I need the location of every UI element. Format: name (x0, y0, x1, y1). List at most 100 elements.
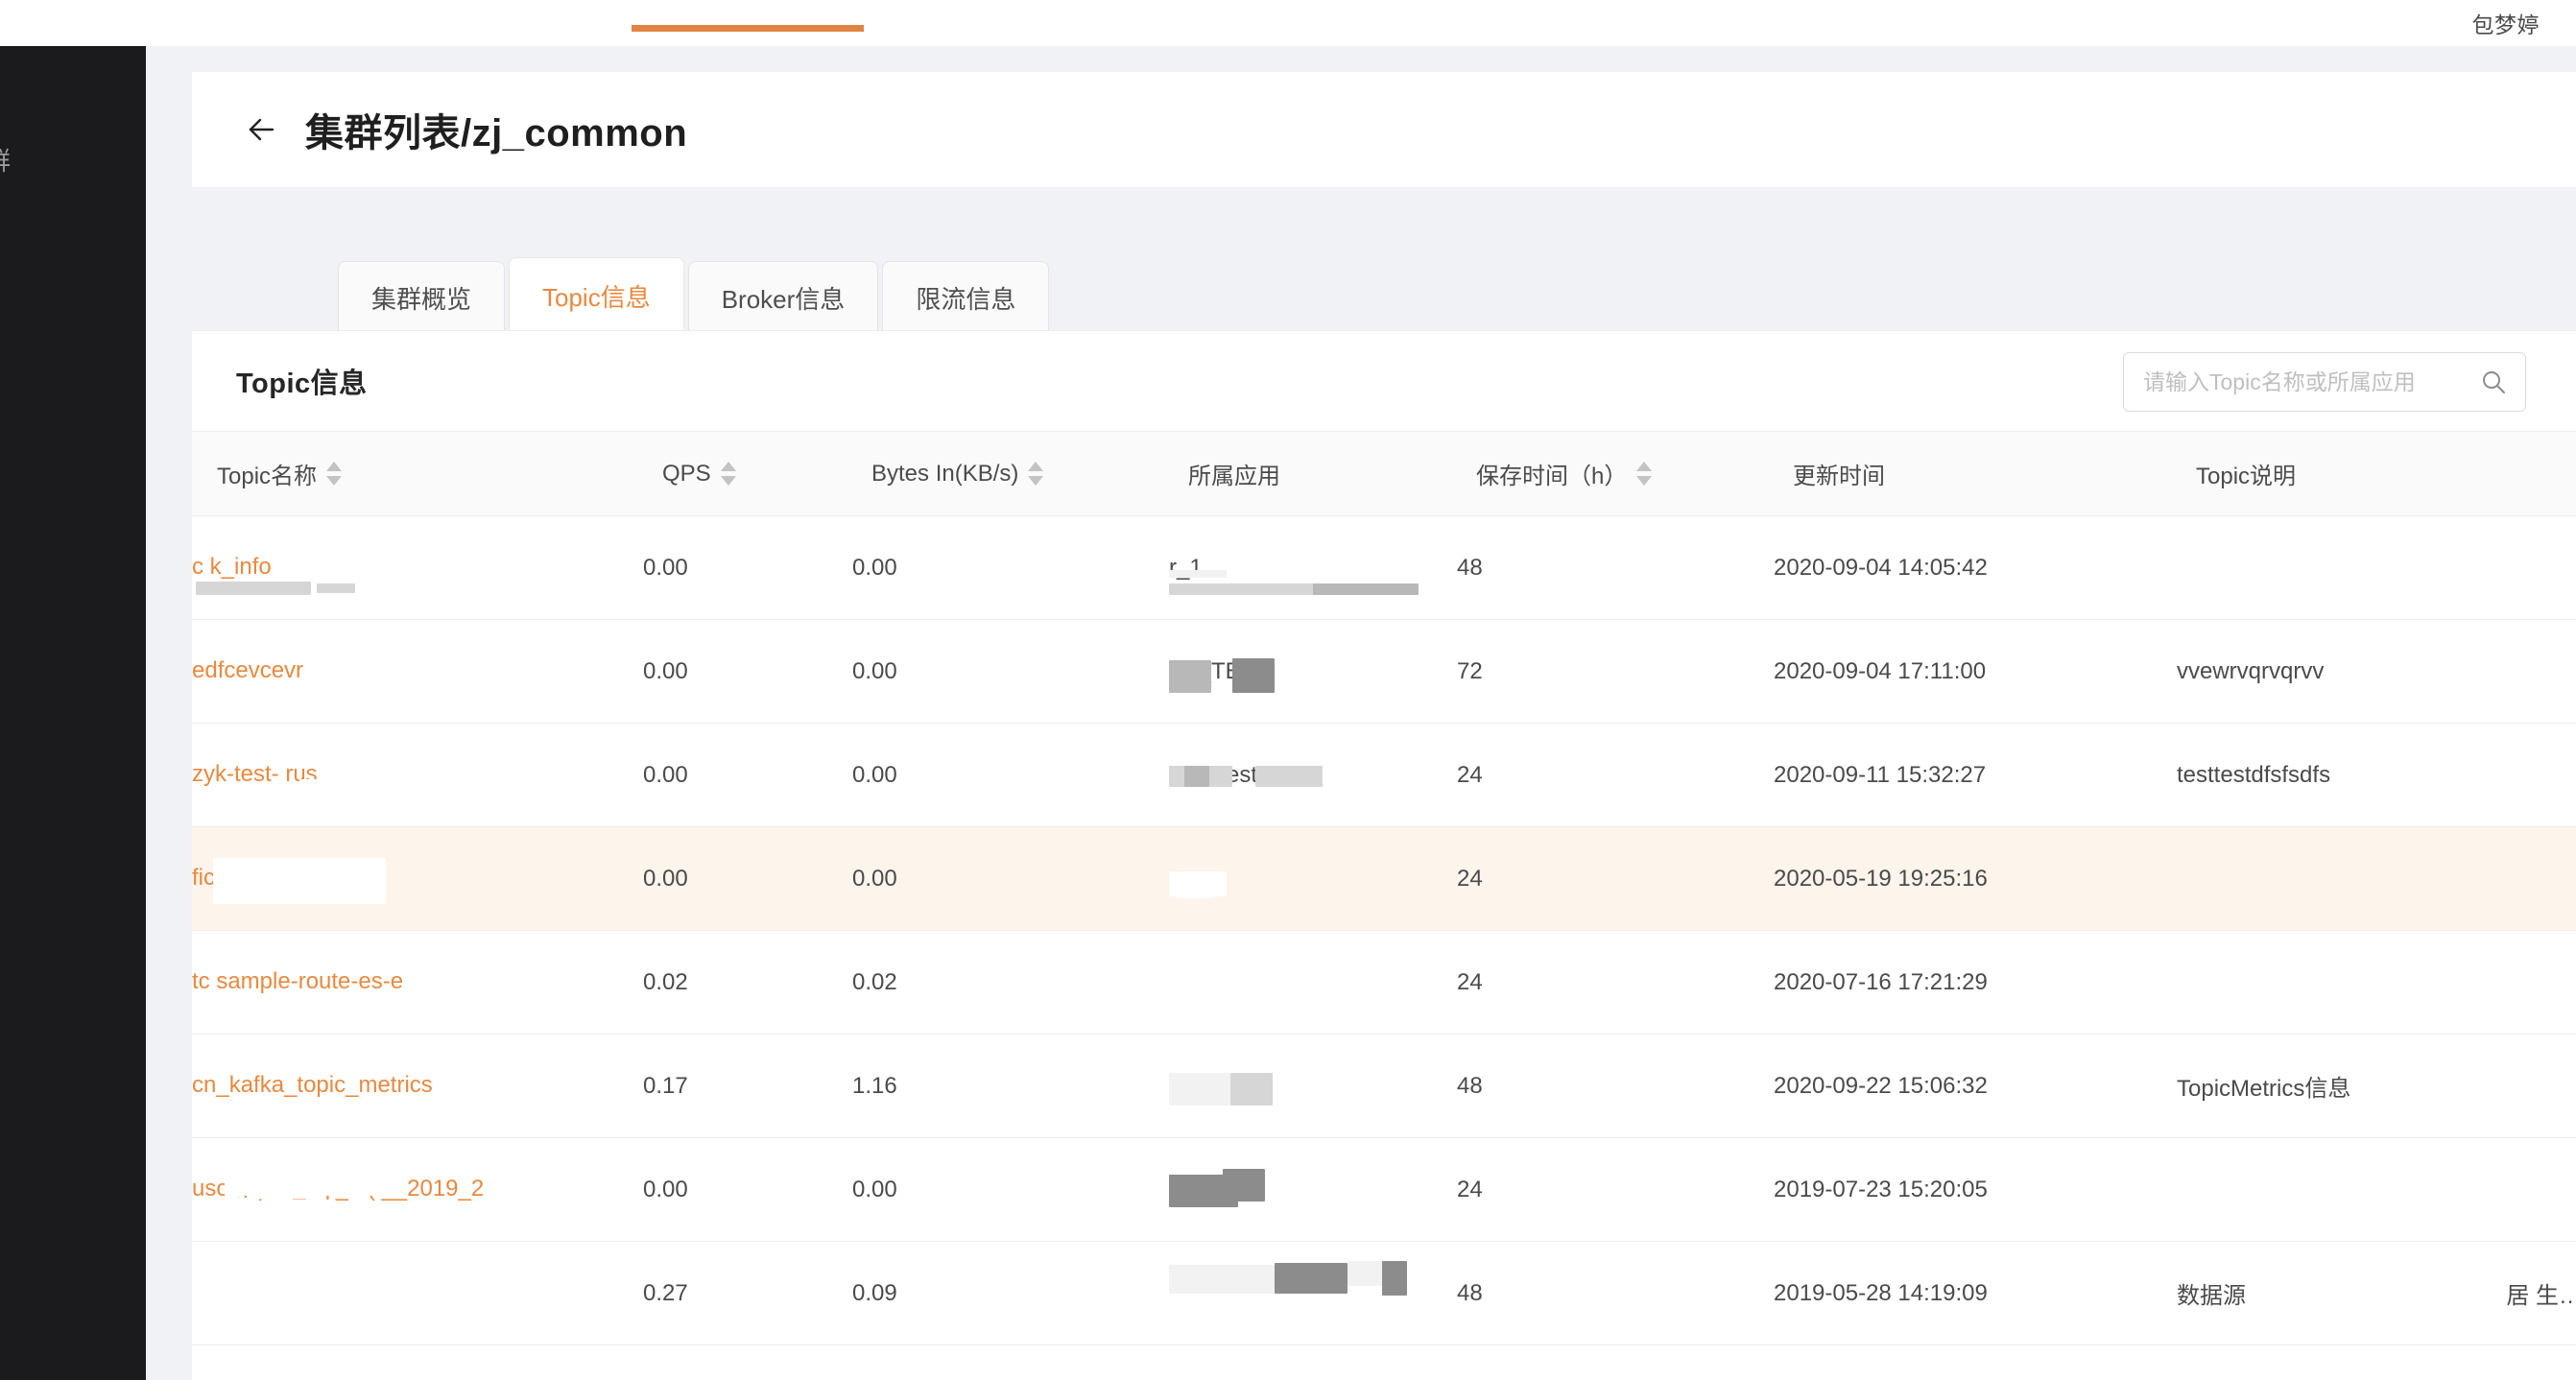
tab-label: Broker信息 (721, 285, 846, 314)
search-icon[interactable] (2479, 368, 2508, 396)
sort-toggle-retention[interactable] (1636, 462, 1653, 486)
cell-bytes-in: 1.16 (852, 1034, 1169, 1138)
cell-topic-name: test_edit_kafka_ p (192, 1344, 643, 1380)
table-row: zyk-test- rus 0.00 0.00 app_test_120 24 2020-… (192, 723, 2576, 827)
cell-retention-value: 48 (1457, 1279, 1483, 1306)
column-header-topic-name[interactable]: Topic名称 (192, 431, 643, 516)
cell-retention: 24 (1457, 1137, 1774, 1242)
table-head: Topic名称 QPS Bytes In(K (192, 431, 2576, 516)
cell-bytes-in: 0.00 (852, 723, 1169, 827)
topic-name-link[interactable]: fic eue (192, 865, 260, 892)
redaction-mask (1177, 888, 1215, 898)
app-name-label: T (1169, 1072, 1183, 1099)
topic-info-panel: Topic信息 Topic名 (192, 330, 2576, 1380)
topic-name-link[interactable]: zyk-test- rus (192, 761, 318, 788)
sort-toggle-topic-name[interactable] (326, 462, 343, 486)
search-input[interactable] (2143, 369, 2479, 395)
sort-toggle-bytes-in[interactable] (1028, 462, 1044, 486)
cell-retention: 72 (1457, 619, 1774, 724)
cell-topic-desc: TopicMetrics信息 (2177, 1034, 2576, 1138)
column-header-topic-desc: Topic说明 (2177, 431, 2576, 516)
panel-header: Topic信息 (192, 331, 2576, 431)
column-label: Bytes In(KB/s) (871, 460, 1019, 487)
topic-name-link[interactable]: uso g_fmt_sql_2 ( __2019_2 (192, 1176, 485, 1202)
cell-bytes-in-value: 0.02 (852, 968, 897, 995)
cell-app-name: FE_TEST (1169, 619, 1457, 724)
cell-update-time-value: 2020-09-22 15:06:32 (1774, 1072, 1988, 1099)
cell-update-time: 2020-09-04 14:05:42 (1774, 515, 2177, 620)
cell-retention: 48 (1457, 1344, 1774, 1380)
cell-qps: 0.00 (643, 1137, 852, 1242)
redaction-mask (1169, 583, 1409, 595)
cell-qps: 0.00 (643, 515, 852, 620)
cell-app-name (1169, 1241, 1457, 1345)
cell-update-time: 2020-09-16 20:40:44 (1774, 1344, 2177, 1380)
cell-app-name (1169, 1137, 1457, 1242)
cell-update-time: 2020-05-19 19:25:16 (1774, 826, 2177, 931)
tab-cluster-overview[interactable]: 集群概览 (338, 261, 506, 334)
table-row: edfcevcevr 0.00 0.00 FE_TEST 72 2020-09-04 17… (192, 619, 2576, 724)
cell-qps: 0.00 (643, 826, 852, 931)
redaction-mask (1169, 1264, 1275, 1294)
topic-desc-label: TopicMetrics信息 (2177, 1076, 2351, 1102)
tab-label: 限流信息 (916, 285, 1016, 314)
user-name-label[interactable]: 包梦婷 (2471, 12, 2540, 37)
cell-update-time-value: 2020-09-04 14:05:42 (1774, 554, 1988, 581)
topic-desc-label: testtestdfsfsdfs (2177, 761, 2331, 788)
column-header-retention[interactable]: 保存时间（h） (1457, 431, 1774, 516)
cell-topic-name: edfcevcevr (192, 619, 643, 724)
cell-topic-desc (2177, 826, 2576, 931)
cell-topic-desc (2177, 515, 2576, 620)
redaction-mask (1382, 1260, 1407, 1296)
cell-bytes-in-value: 0.00 (852, 865, 897, 892)
tab-topic-info[interactable]: Topic信息 (509, 257, 684, 334)
topic-desc-overflow: 居 生… (2506, 1283, 2576, 1309)
column-label: 保存时间（h） (1476, 464, 1628, 489)
cell-qps: 0.00 (643, 723, 852, 827)
cell-bytes-in: 0.02 (852, 930, 1169, 1035)
cell-bytes-in: 0.00 (852, 1137, 1169, 1242)
search-box[interactable] (2123, 352, 2526, 412)
column-header-qps[interactable]: QPS (643, 431, 852, 516)
cell-topic-name: tc sample-route-es-e (192, 930, 643, 1035)
column-label: Topic名称 (217, 464, 318, 489)
column-label: Topic说明 (2196, 464, 2297, 489)
cell-update-time: 2020-07-16 17:21:29 (1774, 930, 2177, 1035)
cell-topic-desc: vvewrvqrvqrvv (2177, 619, 2576, 724)
arrow-left-icon[interactable] (240, 108, 282, 151)
cell-qps-value: 0.27 (643, 1279, 688, 1306)
topic-name-link[interactable]: tc sample-route-es-e (192, 968, 404, 995)
redaction-mask (1169, 1174, 1238, 1207)
table-row: fic eue 0.00 0.00 24 2020-05-19 19:25:16 (192, 826, 2576, 931)
cell-qps-value: 0.17 (643, 1072, 688, 1099)
redaction-mask (1313, 583, 1419, 595)
sort-toggle-qps[interactable] (720, 462, 736, 486)
topic-name-link[interactable]: edfcevcevr (192, 657, 304, 684)
cell-update-time: 2020-09-22 15:06:32 (1774, 1034, 2177, 1138)
redaction-mask (198, 1300, 274, 1319)
cell-app-name (1169, 826, 1457, 931)
column-label: 所属应用 (1188, 464, 1280, 489)
cell-retention: 24 (1457, 930, 1774, 1035)
cell-retention-value: 48 (1457, 554, 1483, 581)
cell-topic-desc: testtestdfsfsdfs (2177, 723, 2576, 827)
topic-name-link[interactable]: cn_kafka_topic_metrics (192, 1072, 433, 1099)
page-header-card: 集群列表/zj_common (192, 72, 2576, 187)
panel-title: Topic信息 (236, 369, 368, 399)
cell-retention-value: 72 (1457, 657, 1483, 684)
cell-topic-desc: test test (2177, 1344, 2576, 1380)
cell-update-time: 2020-09-11 15:32:27 (1774, 723, 2177, 827)
cell-topic-name: uso g_fmt_sql_2 ( __2019_2 (192, 1137, 643, 1242)
table-row: c k_info 0.00 0.00 r_1 48 2020-09-04 14:05:42 (192, 515, 2576, 620)
topic-name-link[interactable]: c k_info (192, 554, 272, 581)
cell-qps: 0.00 (643, 1344, 852, 1380)
cell-qps-value: 0.00 (643, 865, 688, 892)
redaction-mask (317, 583, 355, 593)
cell-app-name (1169, 930, 1457, 1035)
column-header-bytes-in[interactable]: Bytes In(KB/s) (852, 431, 1169, 516)
tab-broker-info[interactable]: Broker信息 (687, 261, 879, 334)
sidebar-item-cluster[interactable]: 集群 (0, 142, 152, 178)
cell-qps: 0.02 (643, 930, 852, 1035)
tab-throttle-info[interactable]: 限流信息 (882, 261, 1050, 334)
